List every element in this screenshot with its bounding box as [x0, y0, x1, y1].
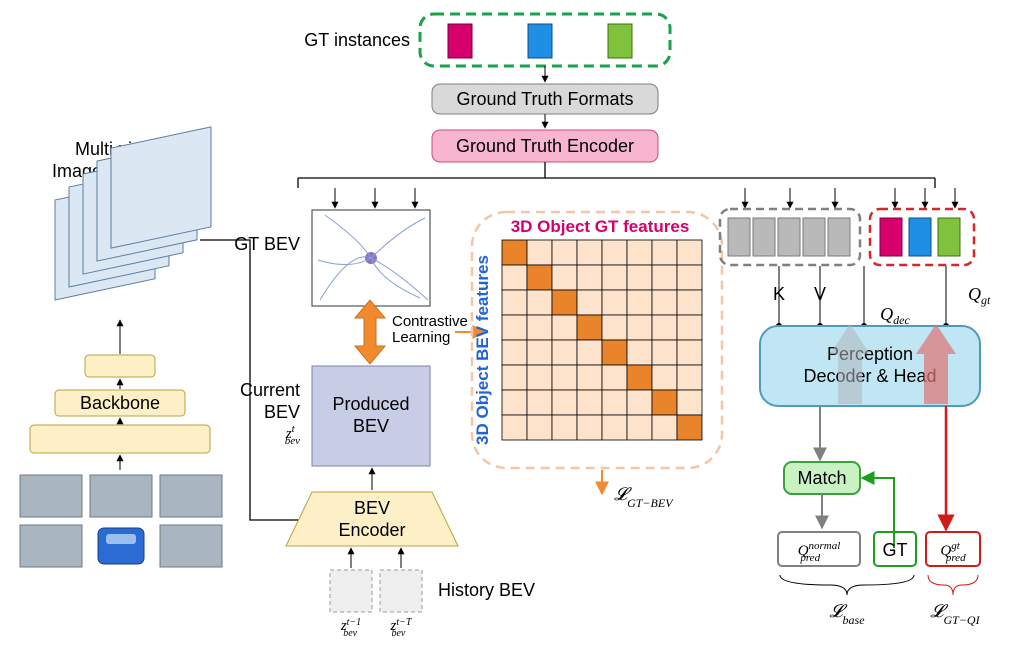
- gt-formats-label: Ground Truth Formats: [456, 89, 633, 109]
- decoder-inputs: K V Qdec Qgt: [773, 266, 991, 329]
- svg-text:Learning: Learning: [392, 329, 450, 346]
- kv-queries-gray: [720, 209, 860, 265]
- current-bev-l1: Current: [240, 380, 300, 400]
- svg-text:Encoder: Encoder: [338, 520, 405, 540]
- svg-text:V: V: [814, 284, 826, 304]
- svg-text:K: K: [773, 284, 785, 304]
- backbone-label: Backbone: [80, 393, 160, 413]
- diagram-root: Multi-view Image Features Backbone GT in…: [0, 0, 1020, 653]
- gt-bev-label: GT BEV: [234, 234, 300, 254]
- svg-text:GT: GT: [883, 540, 908, 560]
- svg-text:Decoder & Head: Decoder & Head: [803, 366, 936, 386]
- svg-text:Match: Match: [797, 468, 846, 488]
- svg-text:zt−1bev: zt−1bev: [340, 617, 361, 639]
- camera-views: [20, 475, 222, 567]
- svg-text:BEV: BEV: [353, 416, 389, 436]
- gt-instances-group: GT instances: [304, 14, 670, 82]
- heatmap-group: 3D Object GT features 3D Object BEV feat…: [472, 212, 722, 510]
- svg-text:3D Object GT features: 3D Object GT features: [511, 217, 690, 236]
- svg-text:𝓛GT−QI: 𝓛GT−QI: [930, 601, 980, 627]
- kv-queries-red: [870, 209, 974, 265]
- svg-text:3D Object BEV features: 3D Object BEV features: [473, 255, 492, 445]
- zbev-t: ztbev: [285, 423, 300, 447]
- svg-text:𝓛base: 𝓛base: [829, 601, 865, 627]
- gt-encoder-label: Ground Truth Encoder: [456, 136, 634, 156]
- svg-text:Qgt: Qgt: [968, 284, 991, 307]
- svg-text:Qnormalpred: Qnormalpred: [798, 540, 841, 564]
- current-bev-l2: BEV: [264, 402, 300, 422]
- svg-text:GT instances: GT instances: [304, 30, 410, 50]
- svg-text:𝓛GT−BEV: 𝓛GT−BEV: [614, 484, 674, 510]
- history-bev: History BEV zt−1bev zt−Tbev: [330, 548, 535, 639]
- svg-text:Produced: Produced: [332, 394, 409, 414]
- svg-text:History BEV: History BEV: [438, 580, 535, 600]
- svg-text:Contrastive: Contrastive: [392, 313, 468, 330]
- backbone-stack: Backbone: [30, 320, 210, 470]
- contrastive-arrow: Contrastive Learning: [355, 300, 468, 364]
- svg-text:Qdec: Qdec: [880, 304, 910, 327]
- svg-text:zt−Tbev: zt−Tbev: [390, 617, 413, 639]
- svg-text:Qgtpred: Qgtpred: [940, 540, 966, 564]
- svg-text:BEV: BEV: [354, 498, 390, 518]
